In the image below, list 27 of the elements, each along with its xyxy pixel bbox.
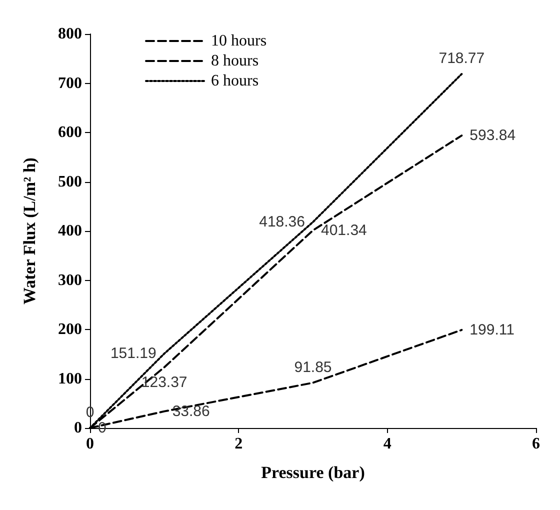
data-label: 593.84: [470, 127, 516, 144]
y-tick-label: 700: [58, 74, 82, 92]
data-label: 718.77: [438, 50, 485, 68]
x-tick-label: 0: [86, 436, 94, 452]
data-label: 91.85: [294, 358, 332, 376]
y-tick-label: 800: [58, 26, 82, 42]
legend-label: 8 hours: [211, 52, 259, 70]
x-axis-title: Pressure (bar): [261, 463, 365, 482]
y-tick-label: 100: [58, 370, 82, 388]
y-tick-label: 400: [58, 222, 82, 240]
y-tick-label: 600: [58, 124, 82, 141]
y-tick-label: 500: [58, 173, 82, 190]
data-label: 401.34: [321, 222, 367, 239]
y-tick-label: 200: [58, 321, 82, 338]
data-label: 151.19: [110, 345, 156, 362]
data-label: 418.36: [259, 213, 305, 230]
legend-label: 6 hours: [211, 72, 259, 90]
x-tick-label: 2: [234, 436, 243, 452]
y-tick-label: 300: [58, 272, 82, 289]
x-tick-label: 4: [383, 436, 392, 452]
y-axis-title: Water Flux (L/m² h): [20, 158, 39, 304]
legend-label: 10 hours: [211, 32, 267, 50]
x-tick-label: 6: [532, 436, 540, 452]
data-label: 199.11: [470, 321, 514, 338]
data-label: 123.37: [141, 374, 188, 392]
y-tick-label: 0: [74, 420, 82, 436]
data-label: 33.86: [172, 402, 210, 420]
